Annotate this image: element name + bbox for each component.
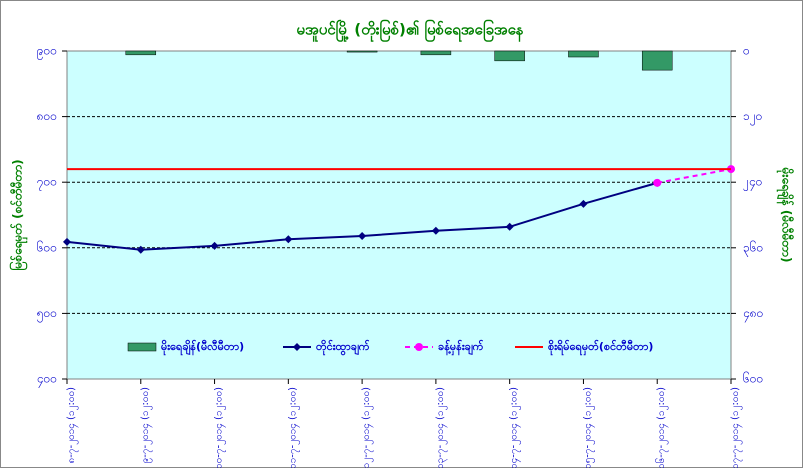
legend-marker [415, 343, 423, 351]
y2-tick-label: ၂၄၀ [743, 175, 762, 192]
legend-marker [293, 343, 301, 351]
x-tick-label: ၁၀-၇-၂၀၁၄ (၁၂:၀၀) [214, 387, 227, 468]
y-tick-label: ၅၀၀ [37, 306, 57, 323]
bar [125, 50, 157, 56]
bar [420, 50, 452, 56]
y-tick-label: ၆၀၀ [37, 239, 57, 254]
bar [494, 50, 525, 62]
point [579, 199, 588, 208]
x-tick-label: ၁၁-၇-၂၀၁၄ (၁၂:၀၀) [287, 387, 300, 468]
line [657, 168, 732, 184]
y2-tick-label: ၁၂၀ [743, 109, 762, 126]
x-tick-label: ၁၇-၇-၂၀၁၄ (၁၂:၀၀) [730, 387, 743, 468]
point [653, 178, 662, 187]
point [284, 235, 293, 244]
legend-label: ခန့်မှန်းချက် [438, 339, 484, 356]
x-tick-label: ၁၃-၇-၂၀၁၄ (၁၂:၀၀) [435, 387, 448, 468]
point [136, 245, 145, 254]
bar [568, 50, 599, 58]
point [358, 231, 367, 240]
y2-axis-label: မိုးရေချိန် (မီလီမီတာ) [776, 167, 796, 263]
bar [641, 50, 673, 71]
y2-tick-label: ၄၈၀ [743, 306, 763, 323]
legend-label: စိုးရိမ်ရေမှတ်(စင်တီမီတာ) [548, 339, 653, 356]
x-tick-label: ၁၂-၇-၂၀၁၄ (၁၂:၀၀) [361, 387, 374, 468]
x-tick-label: ၉-၇-၂၀၁၄ (၁၂:၀၀) [140, 387, 153, 463]
y2-tick-label: ၃၆၀ [743, 239, 763, 257]
y2-tick-label: ၀ [743, 44, 750, 58]
y-tick-label: ၈၀၀ [37, 109, 57, 123]
x-tick-label: ၈-၇-၂၀၁၄ (၁၂:၀၀) [66, 387, 79, 464]
x-tick-label: ၁၄-၇-၂၀၁၄ (၁၂:၀၀) [509, 387, 522, 468]
legend-label: တိုင်းထွာချက် [316, 339, 370, 356]
y-tick-label: ၉၀၀ [37, 44, 57, 61]
y-tick-label: ၇၀၀ [37, 175, 57, 192]
x-tick-label: ၁၆-၇-၂၀၁၄ (၁၂:၀၀) [654, 387, 669, 468]
legend-label: မိုးရေချိန်(မီလီမီတာ) [161, 339, 244, 356]
x-tick-label: ၁၅-၇-၂၀၁၄ (၁၂:၀၀) [582, 387, 595, 468]
legend-swatch [127, 342, 157, 352]
y2-tick-label: ၆၀၀ [743, 371, 763, 386]
plot-area [66, 50, 732, 380]
point [431, 226, 440, 235]
y-axis-label: မြစ်ရေမှတ် (စင်တီမီတာ) [8, 159, 29, 270]
point [63, 237, 71, 246]
y-tick-label: ၄၀၀ [37, 372, 57, 389]
point [505, 222, 514, 231]
bar [346, 50, 378, 53]
point [210, 241, 219, 250]
